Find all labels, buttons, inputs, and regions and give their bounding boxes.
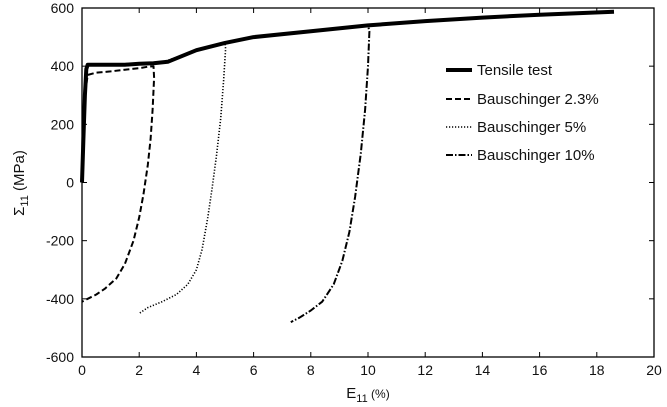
axis-ticks: 0 2 4 6 8 10 12 14 16 18 20 -600 -400 -200 0 200 400 600 xyxy=(46,0,662,378)
y-tick-label: -400 xyxy=(46,291,74,307)
x-tick-label: 0 xyxy=(78,362,86,378)
legend-label-bauschinger-5: Bauschinger 5% xyxy=(477,119,586,136)
series-line-2 xyxy=(138,42,227,315)
y-tick-label: -200 xyxy=(46,233,74,249)
series-line-1 xyxy=(81,65,156,303)
y-tick-label: 600 xyxy=(51,0,75,16)
x-tick-label: 18 xyxy=(589,362,605,378)
x-tick-label: 10 xyxy=(360,362,376,378)
legend-label-bauschinger-10: Bauschinger 10% xyxy=(477,147,595,164)
y-axis-label-main: Σ xyxy=(11,207,28,216)
series-line-3 xyxy=(224,24,371,323)
y-axis-label-sub: 11 xyxy=(19,195,31,206)
x-axis-label: E11 (%) xyxy=(346,385,389,405)
x-axis-label-sub: 11 xyxy=(356,393,367,405)
x-axis-label-main: E xyxy=(346,385,356,402)
legend: Tensile test Bauschinger 2.3% Bauschinge… xyxy=(446,62,599,164)
x-tick-label: 20 xyxy=(646,362,662,378)
x-tick-label: 6 xyxy=(250,362,258,378)
y-axis-label-unit: (MPa) xyxy=(11,150,28,195)
y-tick-label: 400 xyxy=(51,58,75,74)
series-group xyxy=(80,9,615,323)
legend-label-tensile: Tensile test xyxy=(477,62,553,79)
x-axis-label-unit: (%) xyxy=(368,387,390,401)
x-tick-label: 8 xyxy=(307,362,315,378)
x-tick-label: 12 xyxy=(417,362,433,378)
x-tick-label: 16 xyxy=(532,362,548,378)
x-tick-label: 4 xyxy=(193,362,201,378)
y-axis-label: Σ11 (MPa) xyxy=(11,150,31,216)
x-tick-label: 2 xyxy=(135,362,143,378)
x-tick-label: 14 xyxy=(475,362,491,378)
y-tick-label: 0 xyxy=(66,175,74,191)
y-tick-label: -600 xyxy=(46,349,74,365)
y-tick-label: 200 xyxy=(51,116,75,132)
legend-label-bauschinger-2-3: Bauschinger 2.3% xyxy=(477,91,599,108)
